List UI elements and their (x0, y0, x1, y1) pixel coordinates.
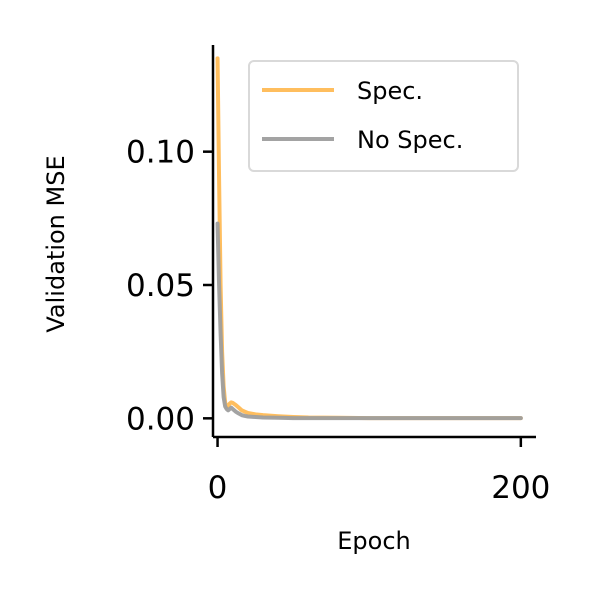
series-layer (215, 56, 523, 421)
y-tick-label: 0.05 (126, 268, 195, 304)
axes-layer: 0.00 0.05 0.10 0 200 (126, 45, 550, 506)
legend-label-spec: Spec. (357, 77, 423, 105)
y-axis-title: Validation MSE (42, 155, 70, 332)
x-axis-title: Epoch (337, 527, 411, 555)
x-tick-label: 0 (208, 470, 228, 506)
y-tick-label: 0.10 (126, 135, 195, 171)
x-tick-label: 200 (491, 470, 550, 506)
series-line-no-spec (215, 221, 523, 421)
y-tick-label: 0.00 (126, 401, 195, 437)
legend-label-no-spec: No Spec. (357, 126, 463, 154)
legend: Spec. No Spec. (248, 60, 519, 172)
